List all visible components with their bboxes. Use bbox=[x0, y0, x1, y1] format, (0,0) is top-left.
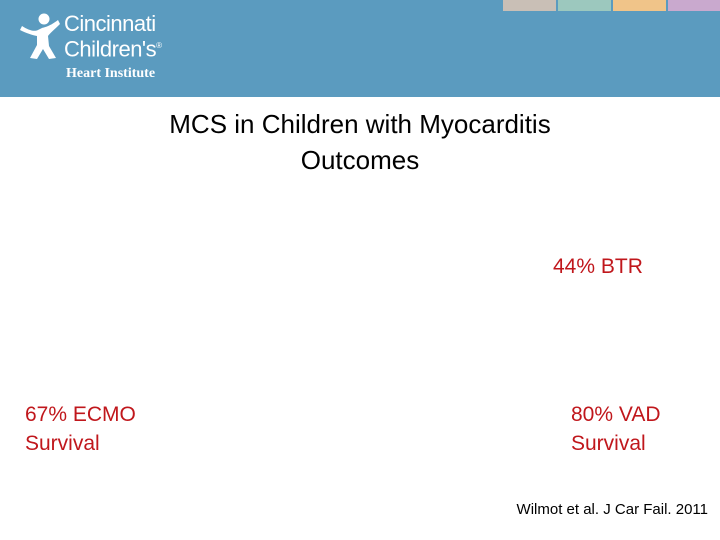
child-figure-icon bbox=[20, 13, 60, 59]
stat-ecmo-line2: Survival bbox=[25, 432, 100, 455]
accent-block-4 bbox=[668, 0, 720, 11]
stat-vad-survival: 80% VAD Survival bbox=[571, 400, 661, 458]
stat-vad-line2: Survival bbox=[571, 432, 646, 455]
accent-block-3 bbox=[613, 0, 666, 11]
header-band: Cincinnati Children's® Heart Institute bbox=[0, 0, 720, 97]
logo-text-line1: Cincinnati bbox=[64, 11, 156, 36]
logo-subtitle: Heart Institute bbox=[66, 66, 156, 81]
slide-title: MCS in Children with Myocarditis Outcome… bbox=[0, 106, 720, 178]
stat-btr: 44% BTR bbox=[553, 255, 643, 278]
slide-title-line1: MCS in Children with Myocarditis bbox=[169, 109, 551, 139]
cincinnati-childrens-logo: Cincinnati Children's® Heart Institute bbox=[18, 10, 198, 90]
accent-strip bbox=[503, 0, 720, 11]
stat-ecmo-survival: 67% ECMO Survival bbox=[25, 400, 136, 458]
accent-block-2 bbox=[558, 0, 611, 11]
accent-block-1 bbox=[503, 0, 556, 11]
citation: Wilmot et al. J Car Fail. 2011 bbox=[516, 501, 708, 518]
stat-ecmo-line1: 67% ECMO bbox=[25, 403, 136, 426]
logo-text-line2: Children's® bbox=[64, 34, 162, 61]
slide-title-line2: Outcomes bbox=[300, 145, 420, 175]
trademark-mark: ® bbox=[156, 41, 162, 50]
stat-vad-line1: 80% VAD bbox=[571, 403, 661, 426]
logo-text-line2-word: Children's bbox=[64, 36, 157, 62]
